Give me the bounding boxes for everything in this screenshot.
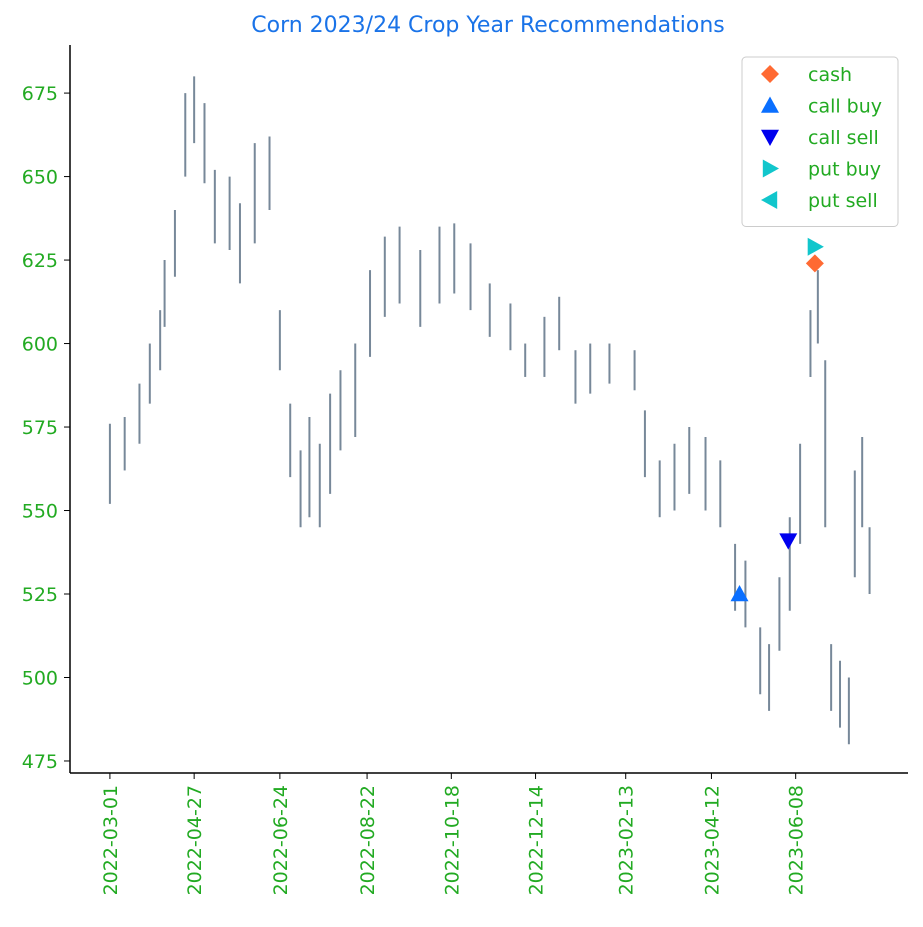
y-tick-label: 650 [22,167,58,189]
legend-marker [761,191,778,209]
x-tick-label: 2022-08-22 [357,785,379,895]
x-tick-label: 2023-02-13 [616,785,638,895]
chart-title: Corn 2023/24 Crop Year Recommendations [251,13,725,38]
marker [730,585,749,602]
legend-marker [761,65,779,83]
legend-label: cash [808,64,852,86]
x-tick-label: 2023-04-12 [701,785,723,895]
x-tick-label: 2022-10-18 [441,785,463,895]
y-tick-label: 675 [22,83,58,105]
marker [807,237,824,256]
legend-label: put buy [808,159,881,181]
y-tick-label: 600 [22,334,58,356]
y-tick-label: 550 [22,501,58,523]
y-tick-label: 625 [22,250,58,272]
legend-label: call sell [808,127,879,149]
marker [805,254,824,273]
x-tick-label: 2023-06-08 [786,785,808,895]
legend-box [741,56,899,227]
y-tick-label: 475 [22,751,58,773]
legend-marker [762,159,779,178]
legend-marker [761,96,779,113]
x-tick-label: 2022-06-24 [270,785,292,895]
x-tick-label: 2022-04-27 [184,785,206,895]
y-tick-label: 525 [22,584,58,606]
marker [779,533,798,550]
x-tick-label: 2022-12-14 [526,785,548,895]
legend-marker [761,129,779,146]
legend-label: put sell [808,190,878,212]
legend-label: call buy [808,96,882,118]
y-tick-label: 500 [22,667,58,689]
y-tick-label: 575 [22,417,58,439]
x-tick-label: 2022-03-01 [100,785,122,895]
